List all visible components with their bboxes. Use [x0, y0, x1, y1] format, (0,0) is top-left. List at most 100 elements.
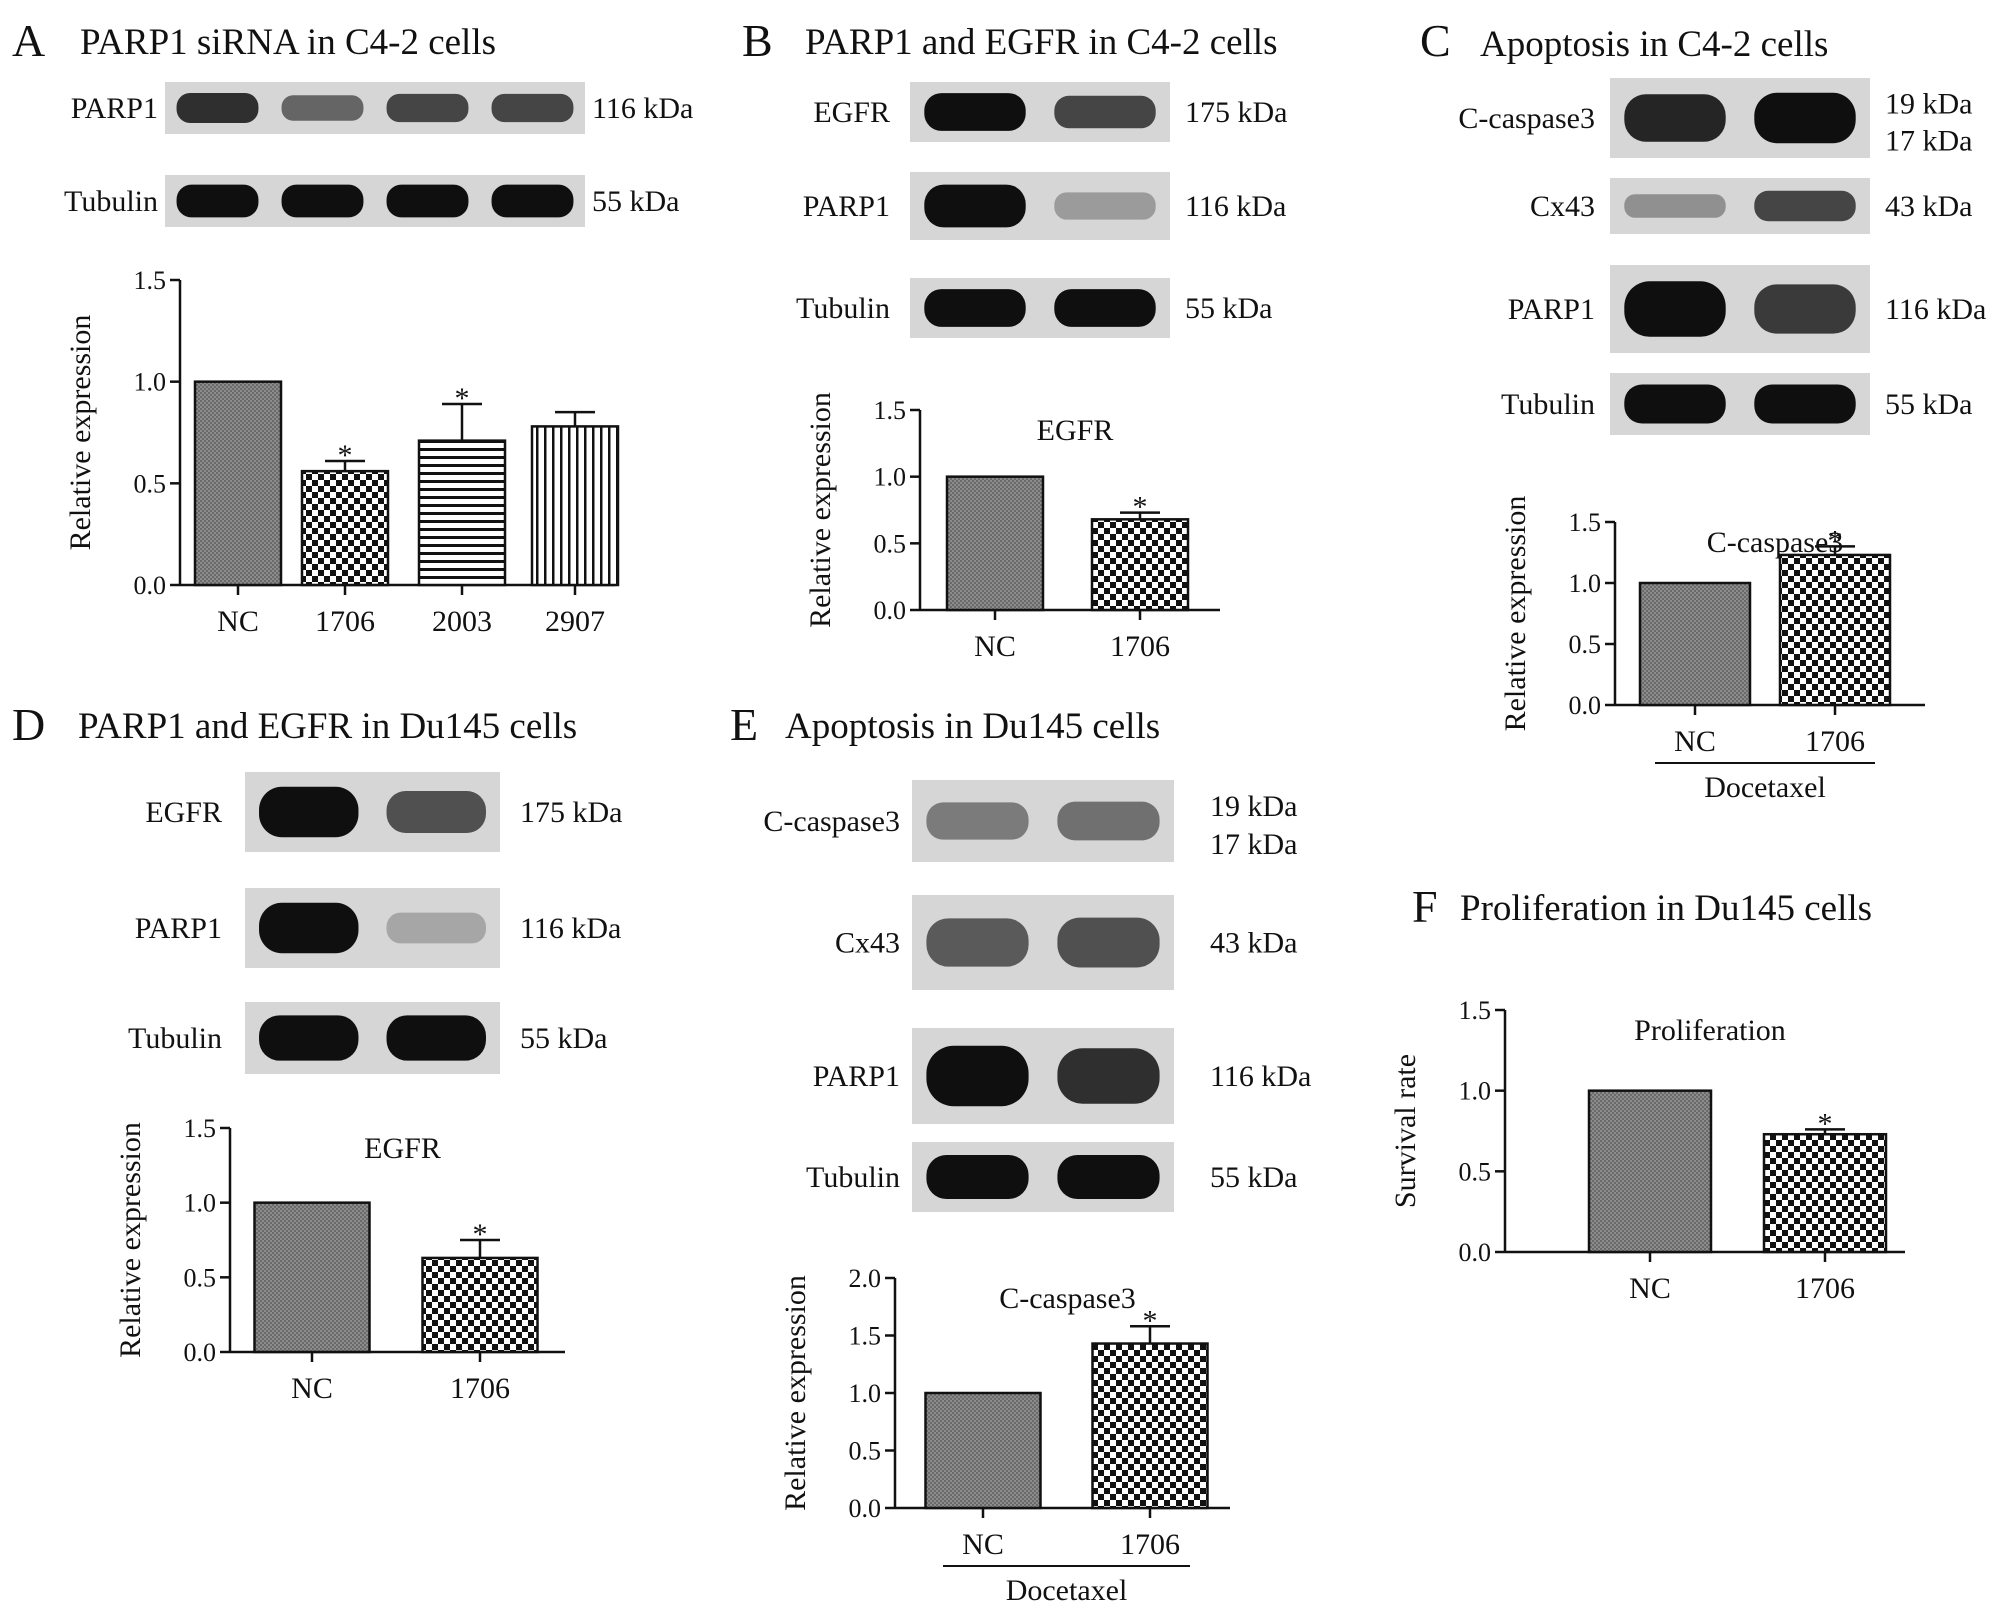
panel-letter-d: D: [12, 699, 45, 750]
chart-title: C-caspase3: [1707, 526, 1844, 559]
blot-band: [491, 184, 574, 218]
bar-charts: 0.0 0.5 1.0 1.5 Relative expression NC * 1706 * 2…: [64, 266, 1925, 1604]
bar-NC: [924, 1391, 1042, 1510]
x-tick-label: NC: [1674, 725, 1716, 758]
blot-row-tubulin: Tubulin 55 kDa: [1501, 373, 1972, 435]
blot-band: [259, 902, 359, 954]
x-tick-label: 1706: [450, 1372, 510, 1405]
blot-row-parp1: PARP1 116 kDa: [71, 82, 693, 134]
blot-row-cx43: Cx43 43 kDa: [1530, 178, 1972, 234]
significance-marker: *: [1818, 1107, 1833, 1140]
blot-band: [1754, 384, 1856, 424]
blot-label: PARP1: [803, 190, 890, 223]
x-tick-label: NC: [1629, 1272, 1671, 1305]
y-tick-label: 1.0: [849, 1379, 882, 1408]
panel-letter-b: B: [742, 15, 773, 66]
panel-title-d: PARP1 and EGFR in Du145 cells: [78, 706, 577, 747]
chart-f: 0.0 0.5 1.0 1.5 Survival rate Proliferation NC…: [1389, 996, 1905, 1305]
blot-size: 17 kDa: [1885, 124, 1972, 157]
blot-size: 116 kDa: [592, 92, 693, 125]
blot-label: PARP1: [1508, 293, 1595, 326]
blot-band: [1624, 281, 1726, 337]
blot-label: Tubulin: [796, 292, 890, 325]
blot-group-d: EGFR 175 kDa PARP1 116 kDa Tubulin 55 kDa: [128, 772, 622, 1074]
bar-1706: [421, 1256, 539, 1354]
y-tick-label: 0.5: [874, 529, 907, 558]
panel-c-header: C Apoptosis in C4-2 cells: [1420, 15, 1828, 66]
blot-label: Cx43: [835, 927, 900, 960]
bar-1706: [300, 469, 390, 587]
blot-label: EGFR: [813, 96, 890, 129]
blot-band: [281, 184, 364, 218]
blot-band: [1054, 289, 1156, 327]
x-tick-label: NC: [974, 630, 1016, 663]
y-tick-label: 0.5: [184, 1263, 217, 1292]
blot-band: [1624, 384, 1726, 424]
blot-row-parp1: PARP1 116 kDa: [813, 1028, 1311, 1124]
blot-label: Tubulin: [1501, 388, 1595, 421]
blot-band: [924, 184, 1026, 228]
y-axis-label: Relative expression: [114, 1122, 147, 1358]
significance-marker: *: [1133, 491, 1148, 524]
y-tick-label: 0.0: [874, 596, 907, 625]
y-tick-label: 0.0: [134, 571, 167, 600]
panel-letter-e: E: [730, 699, 758, 750]
blot-size: 116 kDa: [520, 912, 621, 945]
blot-label: PARP1: [71, 92, 158, 125]
blot-label: Cx43: [1530, 190, 1595, 223]
y-tick-label: 0.5: [134, 469, 167, 498]
blot-row-tubulin: Tubulin 55 kDa: [64, 175, 679, 227]
blot-band: [1054, 95, 1156, 129]
blot-label: PARP1: [135, 912, 222, 945]
x-tick-label: 1706: [1795, 1272, 1855, 1305]
y-axis-label: Survival rate: [1389, 1054, 1422, 1208]
blot-band: [259, 1015, 359, 1061]
significance-marker: *: [455, 382, 470, 415]
blot-label: EGFR: [145, 796, 222, 829]
blot-band: [1754, 92, 1856, 144]
chart-title: EGFR: [364, 1132, 441, 1165]
chart-c: 0.0 0.5 1.0 1.5 Relative expression C-caspase…: [1499, 496, 1925, 804]
blot-size: 175 kDa: [1185, 96, 1287, 129]
blot-size: 116 kDa: [1885, 293, 1986, 326]
bar-NC: [1638, 581, 1752, 707]
y-tick-label: 0.5: [1569, 630, 1602, 659]
blot-size: 55 kDa: [1210, 1161, 1297, 1194]
y-tick-label: 1.0: [1459, 1077, 1492, 1106]
y-tick-label: 0.0: [1459, 1238, 1492, 1267]
x-tick-label: 1706: [1805, 725, 1865, 758]
blot-size: 55 kDa: [592, 185, 679, 218]
y-tick-label: 1.5: [874, 396, 907, 425]
blot-label: Tubulin: [64, 185, 158, 218]
x-tick-label: 2907: [545, 605, 605, 638]
blot-row-egfr: EGFR 175 kDa: [813, 82, 1287, 142]
blot-band: [1057, 1048, 1160, 1104]
blot-size: 116 kDa: [1185, 190, 1286, 223]
y-tick-label: 1.5: [184, 1114, 217, 1143]
blot-row-cx43: Cx43 43 kDa: [835, 895, 1297, 990]
blot-band: [386, 912, 486, 944]
blot-band: [1054, 192, 1156, 220]
blot-band: [926, 1045, 1029, 1107]
significance-marker: *: [473, 1218, 488, 1251]
y-axis-label: Relative expression: [64, 315, 97, 551]
blot-band: [1754, 190, 1856, 222]
blot-size: 175 kDa: [520, 796, 622, 829]
blot-band: [386, 93, 469, 123]
x-tick-label: NC: [291, 1372, 333, 1405]
x-tick-label: 1706: [315, 605, 375, 638]
panel-title-a: PARP1 siRNA in C4-2 cells: [80, 22, 496, 63]
y-tick-label: 2.0: [849, 1264, 882, 1293]
blot-band: [176, 92, 259, 124]
bar-1706: [1090, 518, 1190, 612]
panel-d-header: D PARP1 and EGFR in Du145 cells: [12, 699, 577, 750]
bar-NC: [193, 380, 283, 587]
panel-letter-a: A: [12, 15, 45, 66]
chart-e: 0.0 0.5 1.0 1.5 2.0 Relative expression C-casp…: [779, 1264, 1230, 1604]
bar-2003: [417, 439, 507, 587]
blot-band: [926, 918, 1029, 967]
blot-label: C-caspase3: [763, 805, 900, 838]
chart-title: EGFR: [1037, 414, 1114, 447]
